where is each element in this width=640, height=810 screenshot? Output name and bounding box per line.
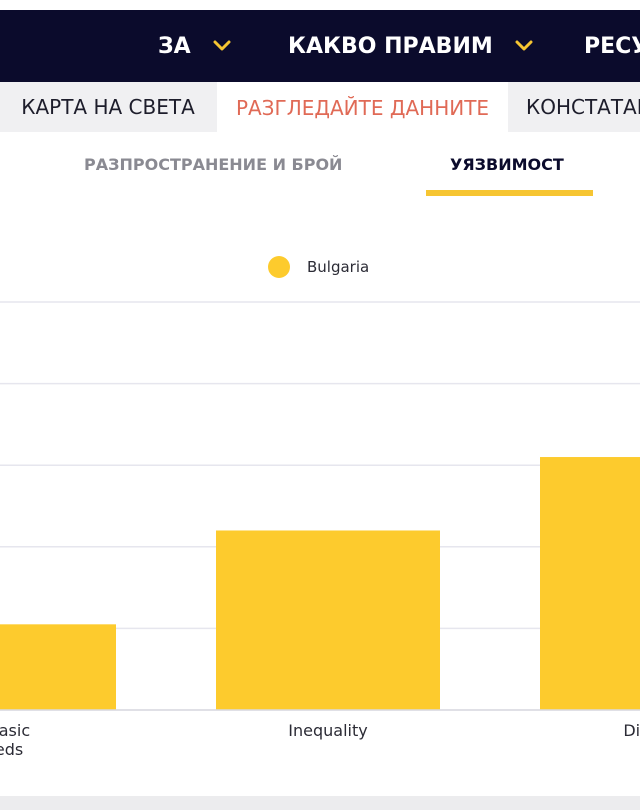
nav-item-what-we-do-label: КАКВО ПРАВИМ	[288, 33, 493, 59]
nav-item-about[interactable]: ЗА	[158, 10, 231, 82]
nav-item-resources[interactable]: РЕСУ	[584, 10, 640, 82]
nav-item-what-we-do[interactable]: КАКВО ПРАВИМ	[288, 10, 533, 82]
tab-vulnerability[interactable]: УЯЗВИМОСТ	[450, 144, 564, 184]
nav-item-resources-label: РЕСУ	[584, 33, 640, 59]
x-tick-label: f basic eds	[0, 721, 31, 759]
sub-tabs: КАРТА НА СВЕТА РАЗГЛЕДАЙТЕ ДАННИТЕ КОНСТ…	[0, 82, 640, 132]
tab-world-map[interactable]: КАРТА НА СВЕТА	[0, 82, 216, 132]
nav-item-about-label: ЗА	[158, 33, 191, 59]
tab-explore-data-label: РАЗГЛЕДАЙТЕ ДАННИТЕ	[235, 96, 490, 120]
tab-vulnerability-label: УЯЗВИМОСТ	[450, 154, 564, 174]
tab-findings[interactable]: КОНСТАТАЦ	[526, 82, 640, 132]
legend-label-bulgaria: Bulgaria	[307, 258, 370, 276]
x-tick-label: Inequality	[288, 721, 368, 740]
tab-findings-label: КОНСТАТАЦ	[526, 95, 640, 119]
active-tab-indicator	[426, 190, 593, 196]
tab-prevalence-label: РАЗПРОСТРАНЕНИЕ И БРОЙ	[84, 154, 343, 174]
bar-1[interactable]	[0, 624, 116, 710]
tab-prevalence[interactable]: РАЗПРОСТРАНЕНИЕ И БРОЙ	[84, 144, 342, 184]
chevron-down-icon	[515, 40, 533, 51]
tab-world-map-label: КАРТА НА СВЕТА	[21, 95, 195, 119]
top-navigation: ЗА КАКВО ПРАВИМ РЕСУ	[0, 10, 640, 82]
bottom-strip	[0, 796, 640, 810]
tab-explore-data[interactable]: РАЗГЛЕДАЙТЕ ДАННИТЕ	[217, 82, 508, 132]
legend-marker-bulgaria	[268, 256, 290, 278]
bar-3[interactable]	[540, 457, 640, 710]
chevron-down-icon	[213, 40, 231, 51]
chart-legend[interactable]: Bulgaria	[268, 255, 369, 279]
bar-chart	[0, 301, 640, 711]
x-tick-label: Disenfr Gr	[623, 721, 640, 740]
bar-2[interactable]	[216, 530, 440, 710]
